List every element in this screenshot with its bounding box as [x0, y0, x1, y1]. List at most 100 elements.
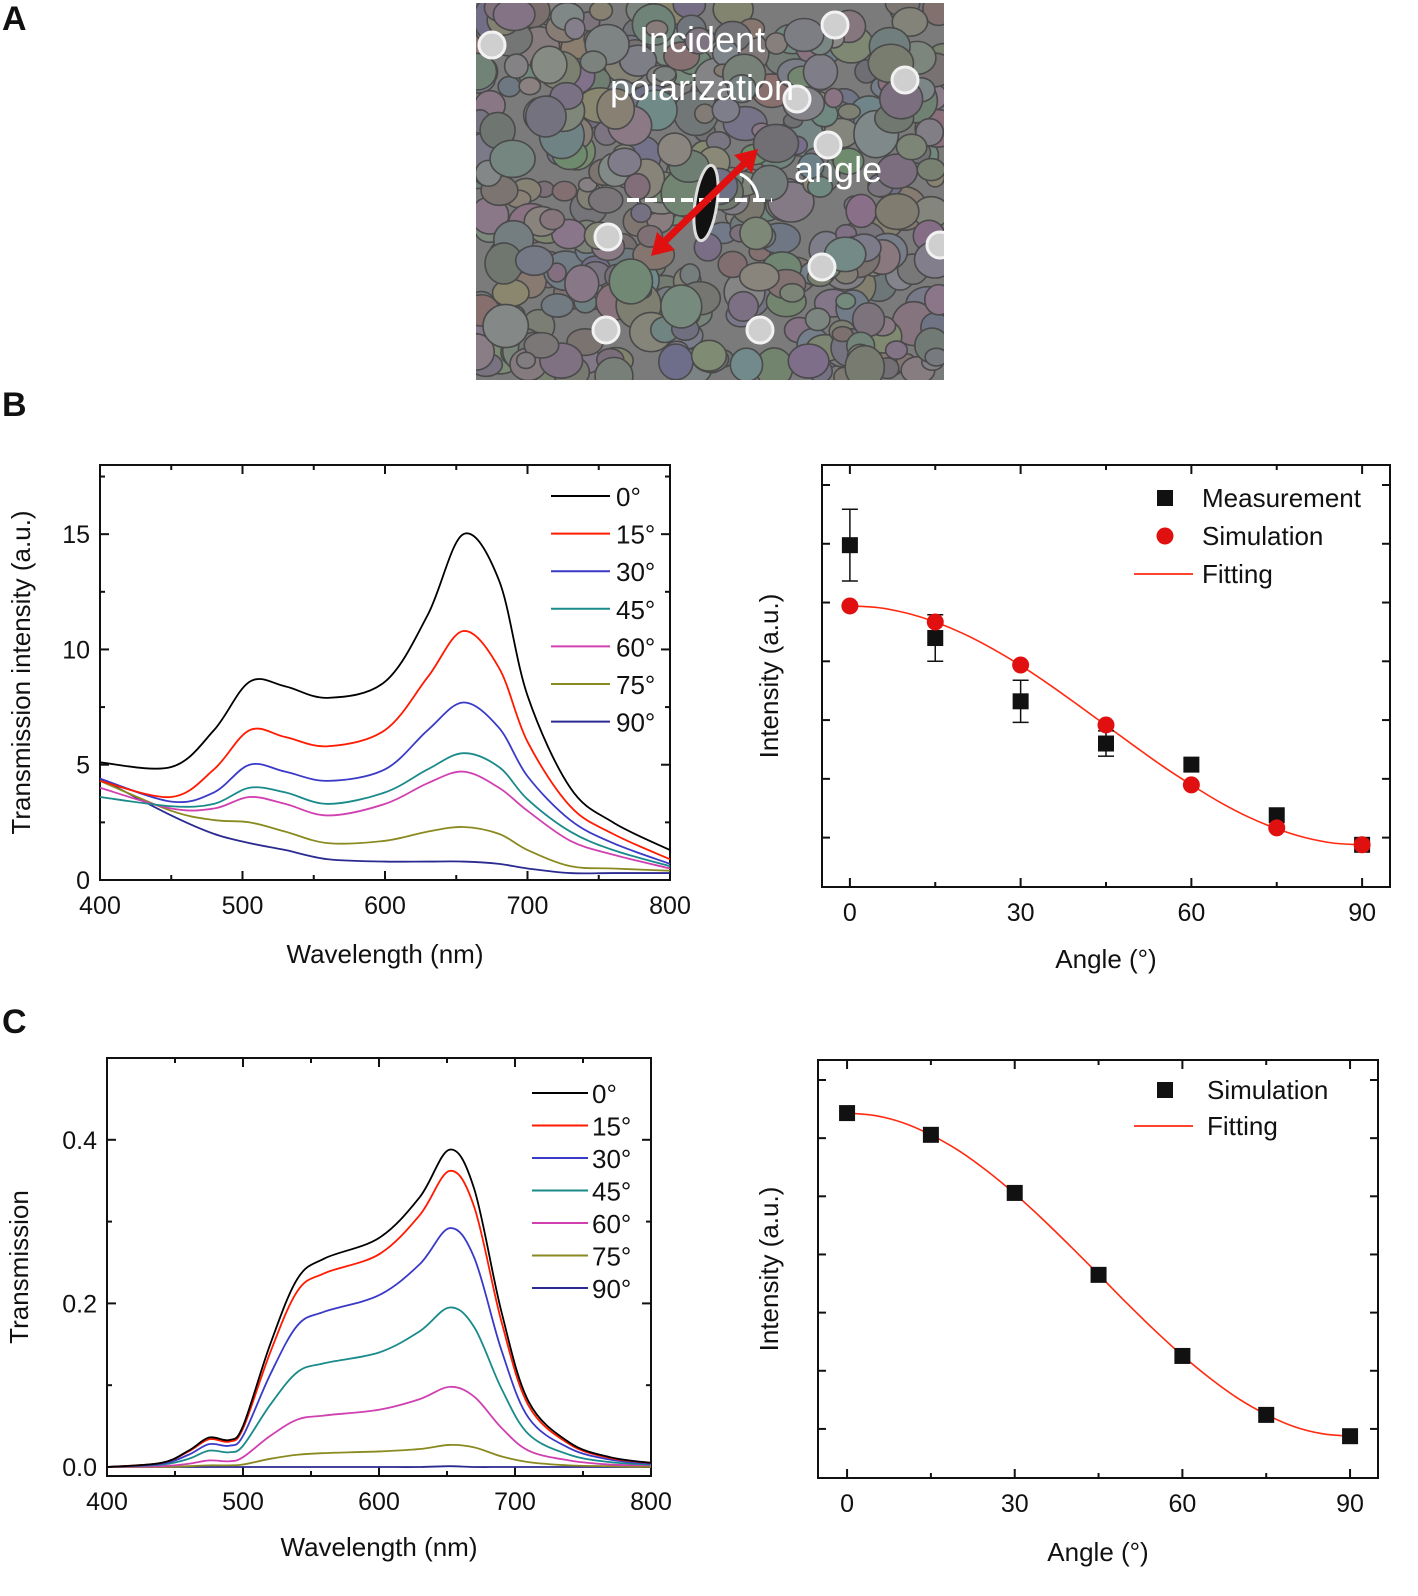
data-point-simulation: [1012, 656, 1030, 674]
particle: [782, 84, 812, 114]
x-tick-label: 0: [843, 899, 857, 927]
x-tick-label: 60: [1177, 899, 1205, 927]
series-line-75deg: [106, 1443, 652, 1468]
x-tick-label: 600: [364, 892, 406, 920]
y-tick-label: 15: [62, 521, 90, 549]
particle: [591, 315, 621, 345]
legend-label: 60°: [592, 1209, 631, 1239]
data-point-simulation: [1342, 1428, 1359, 1445]
plot-frame: [106, 1057, 652, 1477]
series-line-15deg: [99, 630, 671, 861]
legend-label: Simulation: [1207, 1075, 1328, 1105]
panel-label-b: B: [2, 386, 27, 424]
y-tick-label: 0.0: [62, 1454, 97, 1482]
particle: [593, 222, 623, 252]
x-tick-label: 800: [630, 1488, 672, 1516]
data-point-simulation: [1182, 776, 1200, 794]
legend-marker: [1157, 1082, 1173, 1098]
particle: [807, 252, 837, 282]
chart-b-angle: 0 30 60 90 Angle (°) Intensity (a.u.) Measurem…: [754, 464, 1391, 974]
x-tick-label: 700: [494, 1488, 536, 1516]
x-tick-label: 0: [840, 1490, 854, 1518]
legend-label: Fitting: [1207, 1111, 1278, 1141]
legend-label: 30°: [616, 557, 655, 587]
series-line-45deg: [106, 1306, 652, 1468]
series-line-60deg: [106, 1385, 652, 1468]
x-tick-label: 700: [507, 892, 549, 920]
y-tick-label: 0.4: [62, 1127, 97, 1155]
x-tick-label: 90: [1336, 1490, 1364, 1518]
y-axis-label: Transmission: [4, 1190, 34, 1344]
series-line-75deg: [99, 780, 671, 872]
legend-label: Fitting: [1202, 559, 1273, 589]
series-line-0deg: [106, 1148, 652, 1468]
x-tick-label: 90: [1348, 899, 1376, 927]
series-line-60deg: [99, 770, 671, 870]
polarization-arrow-icon: [651, 149, 758, 256]
x-axis-label: Angle (°): [1055, 944, 1156, 974]
data-point-simulation: [926, 613, 944, 631]
angle-arc: [739, 172, 760, 201]
x-tick-label: 800: [649, 892, 691, 920]
x-axis-label: Wavelength (nm): [287, 939, 484, 969]
x-tick-label: 400: [79, 892, 121, 920]
data-point-measurement: [1012, 693, 1029, 710]
legend-label: 60°: [616, 632, 655, 662]
particle: [745, 315, 775, 345]
sem-image: Incident polarization angle: [476, 3, 944, 380]
data-point-measurement: [927, 630, 944, 647]
legend-label: 75°: [616, 670, 655, 700]
x-axis-label: Wavelength (nm): [281, 1532, 478, 1562]
legend-label: 75°: [592, 1242, 631, 1272]
data-point-measurement: [841, 537, 858, 554]
data-point-simulation: [1097, 716, 1115, 734]
data-point-simulation: [841, 597, 859, 615]
legend-label: 15°: [592, 1112, 631, 1142]
series-line-90deg: [107, 1465, 651, 1468]
particle: [925, 230, 944, 260]
legend-label: 15°: [616, 520, 655, 550]
legend-marker: [1157, 490, 1173, 506]
legend-label: 45°: [616, 595, 655, 625]
legend-marker: [1156, 527, 1174, 545]
legend-label: 0°: [592, 1079, 617, 1109]
y-tick-label: 10: [62, 636, 90, 664]
data-point-measurement: [1183, 756, 1200, 773]
legend-label: 0°: [616, 482, 641, 512]
series-line-30deg: [99, 701, 671, 865]
data-point-simulation: [1258, 1406, 1275, 1423]
series-line-15deg: [106, 1169, 652, 1468]
chart-c-spectra: 400 500 600 700 800 0.0 0.2 0.4 Wavelength (nm) T…: [4, 1057, 672, 1562]
y-tick-label: 0: [76, 867, 90, 895]
series-line-90deg: [99, 777, 670, 875]
x-tick-label: 500: [222, 892, 264, 920]
x-tick-label: 30: [1007, 899, 1035, 927]
x-tick-label: 30: [1001, 1490, 1029, 1518]
angle-label: angle: [794, 149, 882, 190]
legend-label: Measurement: [1202, 483, 1362, 513]
polarization-label: polarization: [610, 67, 794, 108]
legend-label: 30°: [592, 1144, 631, 1174]
panel-label-c: C: [2, 1003, 27, 1041]
panel-label-a: A: [2, 0, 27, 38]
y-axis-label: Intensity (a.u.): [754, 594, 784, 759]
data-point-simulation: [1353, 836, 1371, 854]
data-point-simulation: [1268, 819, 1286, 837]
incident-label: Incident: [639, 19, 765, 60]
data-point-measurement: [1268, 807, 1285, 824]
legend-label: Simulation: [1202, 521, 1323, 551]
x-tick-label: 60: [1168, 1490, 1196, 1518]
data-point-simulation: [1090, 1266, 1107, 1283]
legend-label: 45°: [592, 1177, 631, 1207]
legend-label: 90°: [616, 708, 655, 738]
particle: [813, 130, 843, 160]
y-axis-label: Intensity (a.u.): [754, 1187, 784, 1352]
y-tick-label: 0.2: [62, 1290, 97, 1318]
data-point-simulation: [1006, 1184, 1023, 1201]
data-point-measurement: [1098, 735, 1114, 752]
particle: [477, 30, 507, 60]
data-point-simulation: [922, 1126, 939, 1143]
x-tick-label: 500: [222, 1488, 264, 1516]
particle: [820, 10, 850, 40]
